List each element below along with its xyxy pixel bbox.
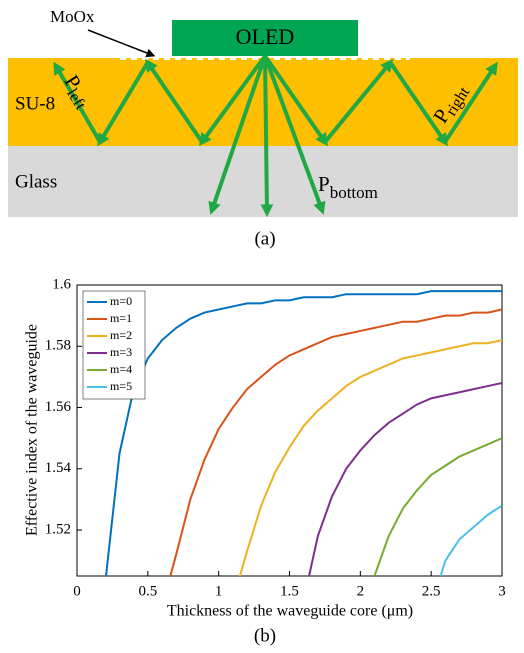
p-main: P bbox=[318, 172, 330, 196]
x-tick-label: 2 bbox=[357, 583, 365, 599]
legend-label: m=3 bbox=[110, 345, 132, 359]
moox-pointer bbox=[88, 30, 152, 55]
y-tick-label: 1.52 bbox=[45, 521, 71, 537]
plot-lines bbox=[105, 291, 502, 607]
y-tick-label: 1.54 bbox=[45, 460, 72, 476]
ray bbox=[265, 56, 267, 212]
x-tick-label: 1.5 bbox=[280, 583, 299, 599]
x-tick-label: 0 bbox=[73, 583, 81, 599]
series-line bbox=[375, 438, 503, 576]
chart: Effective index of the waveguide Thickne… bbox=[24, 276, 506, 646]
x-tick-label: 2.5 bbox=[422, 583, 441, 599]
figure: OLED MoOx SU-8 Glass Pleft Pright Pbotto… bbox=[0, 0, 524, 653]
caption: (b) bbox=[254, 625, 276, 646]
legend-label: m=2 bbox=[110, 328, 132, 342]
series-line bbox=[431, 506, 502, 607]
x-tick-label: 3 bbox=[498, 583, 506, 599]
series-line bbox=[304, 383, 502, 600]
x-axis-label: Thickness of the waveguide core (μm) bbox=[167, 603, 413, 620]
legend: m=0 m=1 m=2 m=3 m=4 m=5 bbox=[83, 291, 145, 399]
legend-label: m=1 bbox=[110, 311, 132, 325]
legend-label: m=5 bbox=[110, 379, 132, 393]
p-sub: bottom bbox=[330, 183, 378, 202]
oled-label: OLED bbox=[236, 24, 295, 49]
series-line bbox=[162, 310, 502, 607]
y-tick-label: 1.6 bbox=[52, 276, 71, 292]
legend-label: m=0 bbox=[110, 294, 132, 308]
y-axis-label: Effective index of the waveguide bbox=[24, 324, 41, 536]
y-tick-label: 1.58 bbox=[45, 338, 71, 354]
glass-label: Glass bbox=[15, 171, 57, 192]
legend-label: m=4 bbox=[110, 362, 132, 376]
y-tick-label: 1.56 bbox=[45, 399, 72, 415]
su8-label: SU-8 bbox=[15, 93, 55, 114]
glass-layer bbox=[8, 146, 518, 217]
series-line bbox=[233, 340, 502, 600]
caption: (a) bbox=[254, 228, 275, 249]
diagram: OLED MoOx SU-8 Glass Pleft Pright Pbotto… bbox=[8, 7, 518, 249]
x-tick-label: 1 bbox=[215, 583, 223, 599]
series-line bbox=[105, 291, 502, 582]
moox-label: MoOx bbox=[50, 7, 95, 26]
x-tick-label: 0.5 bbox=[138, 583, 157, 599]
